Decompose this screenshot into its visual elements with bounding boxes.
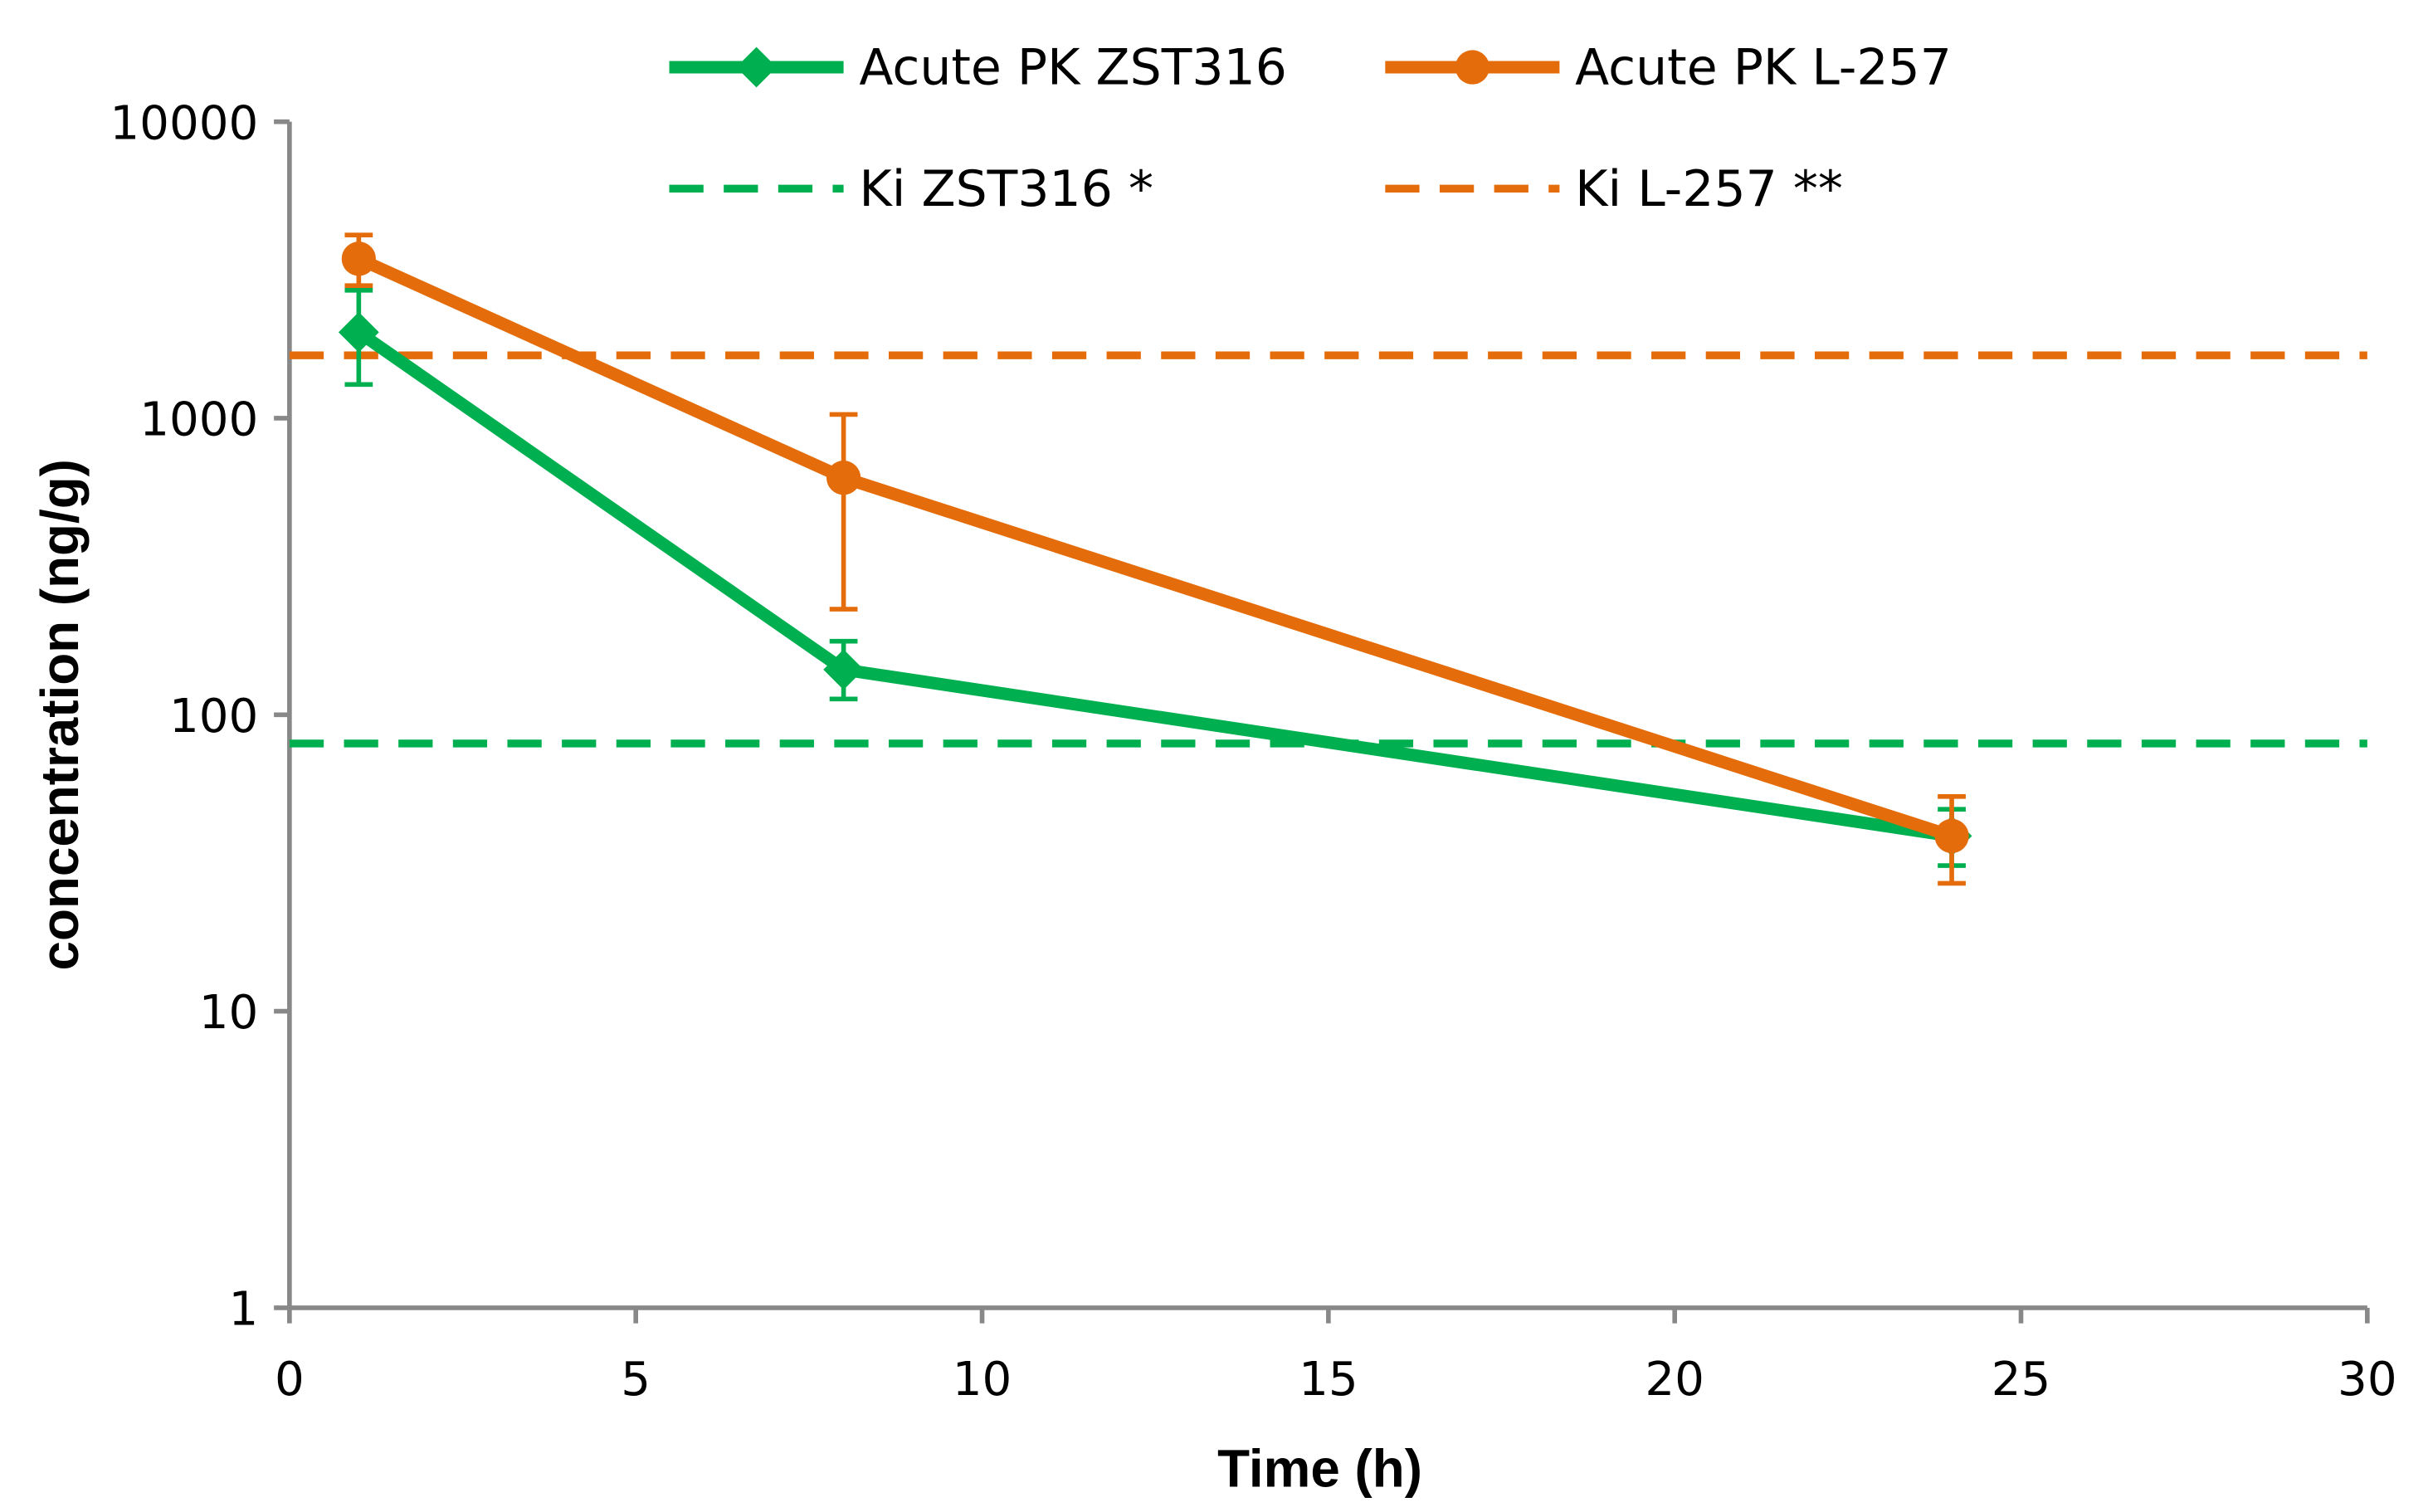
x-tick-label: 20: [1645, 1353, 1704, 1407]
legend-circle-marker: [1455, 50, 1489, 85]
reference-lines: [289, 351, 2367, 748]
legend-label: Acute PK L-257: [1575, 39, 1952, 97]
data-point-diamond: [823, 649, 864, 690]
y-tick-label: 10: [199, 986, 259, 1040]
legend-entry: Acute PK L-257: [1385, 39, 1952, 97]
x-tick-label: 0: [275, 1353, 305, 1407]
legend-entry: Ki L-257 **: [1385, 160, 1843, 218]
legend-entry: Acute PK ZST316: [669, 39, 1287, 97]
legend-label: Acute PK ZST316: [859, 39, 1287, 97]
x-tick-label: 10: [953, 1353, 1012, 1407]
series-line: [356, 252, 1954, 842]
x-axis-label: Time (h): [1217, 1439, 1422, 1499]
y-tick-label: 1000: [139, 393, 258, 447]
tick-labels: 0 5 10 15 20 25 30 1 10 100 1000 10000: [110, 96, 2396, 1407]
legend: Acute PK ZST316 Acute PK L-257 Ki ZST316 *…: [669, 39, 1952, 218]
data-point-circle: [341, 241, 376, 276]
y-tick-label: 1: [229, 1283, 259, 1337]
y-tick-label: 100: [169, 690, 258, 744]
y-axis-label: concentration (ng/g): [30, 459, 90, 970]
y-tick-label: 10000: [110, 96, 258, 150]
data-point-circle: [826, 461, 861, 495]
axes: [274, 119, 2370, 1324]
legend-entry: Ki ZST316 *: [669, 160, 1153, 218]
data-point-circle: [1934, 818, 1969, 854]
x-tick-label: 25: [1992, 1353, 2051, 1407]
legend-diamond-marker: [736, 46, 777, 88]
legend-label: Ki ZST316 *: [859, 160, 1153, 218]
x-tick-label: 5: [621, 1353, 651, 1407]
data-point-diamond: [338, 311, 379, 353]
series-acute-pk-l-257: [341, 232, 1969, 886]
x-tick-label: 30: [2338, 1353, 2397, 1407]
data-series: [338, 232, 1972, 886]
x-tick-label: 15: [1299, 1353, 1358, 1407]
legend-label: Ki L-257 **: [1575, 160, 1843, 218]
